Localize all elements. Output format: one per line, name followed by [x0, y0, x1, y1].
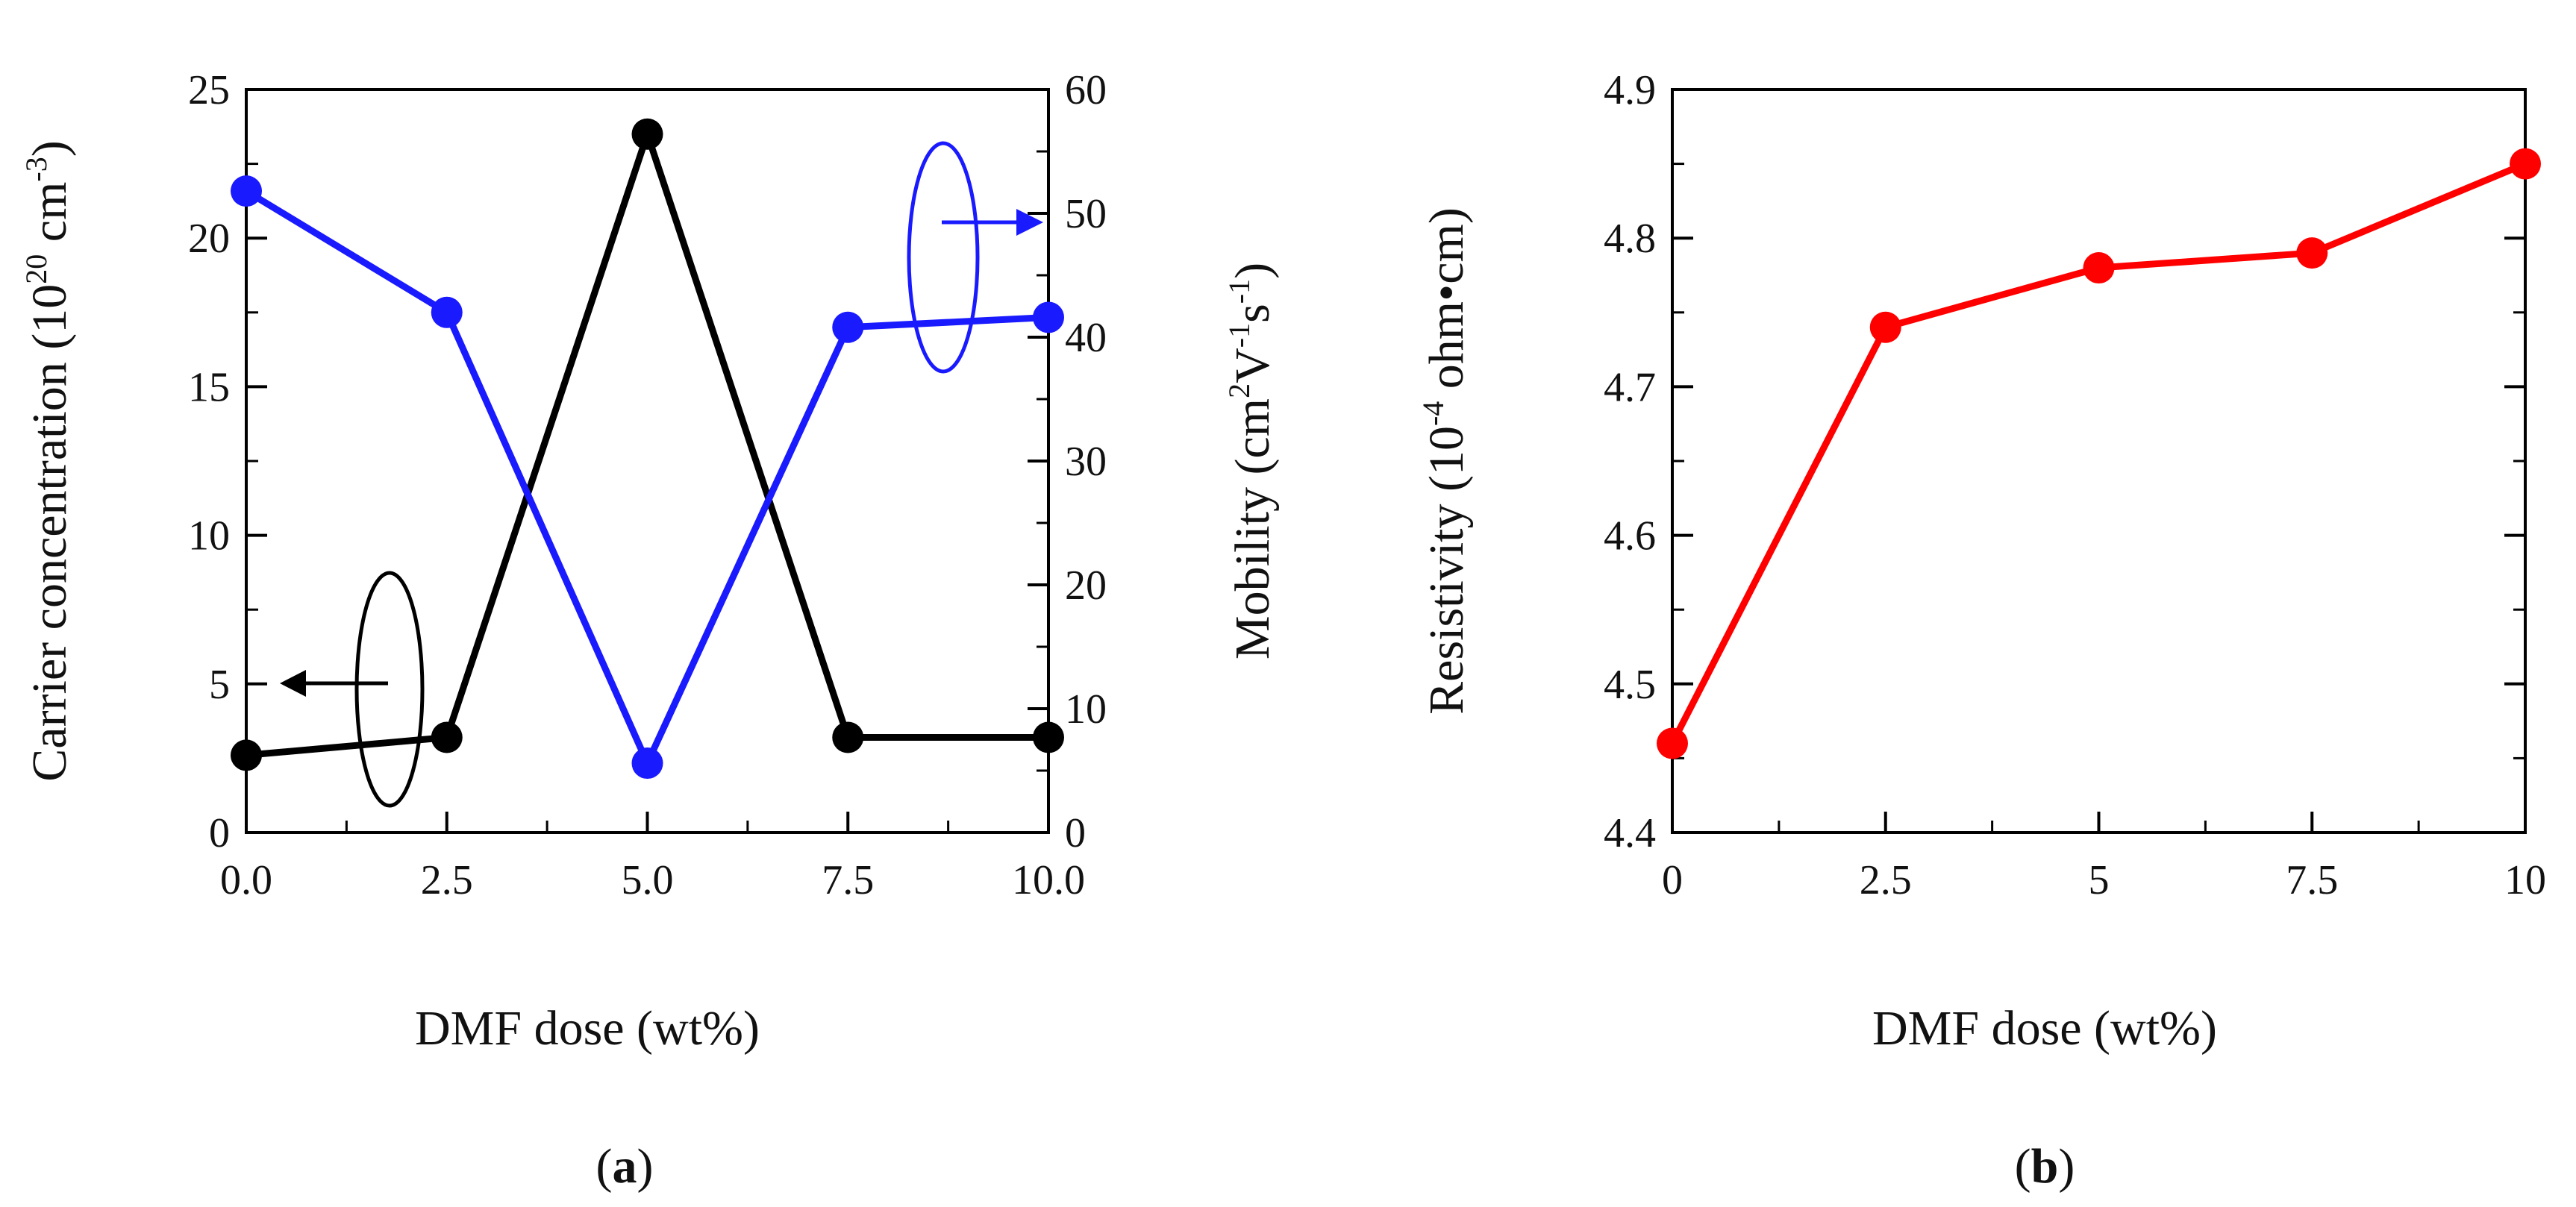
panel-a-caption-close: ) [637, 1139, 654, 1194]
panel-a-plot-frame [245, 88, 1050, 834]
panel-b-label-sup1: -4 [1416, 401, 1450, 426]
panel-b-point-resistivity [2296, 237, 2328, 269]
panel-a-right-ytick-label: 10 [1065, 686, 1107, 733]
panel-a-caption-letter: a [613, 1139, 637, 1194]
panel-a-point-mobility [431, 296, 463, 328]
panel-a-left-axis-label: Carrier concentration (1020 cm-3) [19, 140, 77, 781]
panel-b-ytick-label: 4.8 [1604, 216, 1656, 262]
panel-b-xtick-label: 0 [1662, 857, 1683, 903]
panel-a-right-ytick-label: 30 [1065, 439, 1107, 485]
panel-a-point-mobility [832, 311, 864, 343]
carrier-arrow-head [280, 670, 306, 697]
panel-a-right-label-sup1: 2 [1222, 383, 1256, 398]
panel-a-series-line-mobility [244, 188, 1049, 767]
panel-b-ticks: 0 2.5 5 7.5 10 4.4 4.5 4.6 4.7 4.8 4.9 [1604, 67, 2546, 903]
panel-b-label-base: Resistivity (10 [1419, 426, 1474, 715]
panel-a-right-ytick-label: 0 [1065, 810, 1086, 856]
panel-b-xtick-label: 5 [2089, 857, 2110, 903]
panel-a-left-ytick-label: 15 [188, 364, 230, 410]
panel-a-left-ytick-label: 10 [188, 513, 230, 559]
mobility-arrow-head [1016, 209, 1043, 236]
panel-b-xtick-label: 7.5 [2286, 857, 2338, 903]
panel-a-right-label-base: Mobility (cm [1225, 398, 1280, 659]
panel-a-point-carrier [1033, 721, 1064, 753]
panel-a-left-label-end: ) [22, 140, 77, 157]
panel-a-xtick-label: 0.0 [220, 857, 272, 903]
panel-b-point-resistivity [1657, 727, 1688, 759]
panel-a-x-axis-label: DMF dose (wt%) [415, 1001, 760, 1056]
panel-a-left-label-sup2: -3 [19, 157, 53, 181]
panel-a-left-ytick-label: 25 [188, 67, 230, 113]
panel-b-ytick-label: 4.4 [1604, 810, 1656, 856]
panel-a-left-ytick-label: 0 [209, 810, 230, 856]
panel-b-ytick-label: 4.9 [1604, 67, 1656, 113]
panel-a-xtick-label: 5.0 [622, 857, 674, 903]
carrier-ellipse-arrow [280, 571, 425, 808]
panel-b-point-resistivity [2083, 252, 2115, 284]
panel-a-point-carrier [431, 721, 463, 753]
panel-a-point-carrier [631, 118, 663, 150]
panel-a-right-label-mid2: s [1225, 304, 1280, 323]
panel-b-y-axis-label: Resistivity (10-4 ohm•cm) [1416, 207, 1474, 715]
panel-a-xtick-label: 7.5 [822, 857, 874, 903]
panel-a-left-label-mid: cm [22, 182, 77, 254]
panel-a-right-label-sup2: -1 [1222, 323, 1256, 348]
panel-b-xtick-label: 2.5 [1860, 857, 1912, 903]
panel-a-right-ytick-label: 50 [1065, 191, 1107, 237]
panel-a-point-carrier [231, 739, 262, 771]
panel-b-caption-letter: b [2031, 1139, 2059, 1194]
panel-a-caption: (a) [596, 1139, 654, 1194]
panel-a-left-ytick-label: 5 [209, 662, 230, 708]
panel-a-right-ytick-label: 60 [1065, 67, 1107, 113]
panel-b-label-end: ohm•cm) [1419, 207, 1474, 401]
panel-a-right-axis-label: Mobility (cm2V-1s-1) [1222, 263, 1280, 659]
mobility-ellipse [907, 141, 980, 374]
panel-a-xtick-label: 10.0 [1012, 857, 1085, 903]
panel-a-series-line-carrier [246, 131, 1048, 759]
panel-a-right-ytick-label: 20 [1065, 562, 1107, 609]
panel-a-point-mobility [631, 747, 663, 780]
panel-b-point-resistivity [1869, 311, 1901, 343]
panel-a-left-label-sup1: 20 [19, 254, 53, 284]
panel-a-caption-open: ( [596, 1139, 613, 1194]
panel-b-caption: (b) [2015, 1139, 2075, 1194]
panel-b-plot-frame [1671, 88, 2527, 834]
mobility-ellipse-arrow [907, 141, 1043, 374]
panel-b-caption-close: ) [2058, 1139, 2075, 1194]
panel-a-xtick-label: 2.5 [421, 857, 473, 903]
panel-b-series [1657, 148, 2541, 759]
carrier-ellipse [354, 571, 425, 808]
panel-a-left-ytick-label: 20 [188, 216, 230, 262]
panel-a-point-mobility [1033, 301, 1064, 333]
panel-a-right-label-end: ) [1225, 263, 1280, 279]
panel-b-series-line-resistivity [1669, 160, 2527, 745]
panel-a-right-label-mid: V [1225, 348, 1280, 383]
panel-b-ytick-label: 4.6 [1604, 513, 1656, 559]
panel-a-right-label-sup3: -1 [1222, 279, 1256, 304]
panel-b-xtick-label: 10 [2504, 857, 2546, 903]
panel-b-ytick-label: 4.5 [1604, 662, 1656, 708]
panel-a-right-ytick-label: 40 [1065, 315, 1107, 361]
panel-a-point-carrier [832, 721, 864, 753]
panel-b-caption-open: ( [2015, 1139, 2031, 1194]
panel-b-chart: 0 2.5 5 7.5 10 4.4 4.5 4.6 4.7 4.8 4.9 Resistivity… [1416, 67, 2546, 1194]
panel-b-point-resistivity [2510, 148, 2541, 180]
panel-b-ytick-label: 4.7 [1604, 364, 1656, 410]
panel-a-left-label-base: Carrier concentration (10 [22, 284, 77, 782]
panel-b-x-axis-label: DMF dose (wt%) [1872, 1001, 2217, 1056]
panel-a-point-mobility [231, 175, 262, 207]
panel-a-chart: 0.0 2.5 5.0 7.5 10.005101520250102030405060 … [19, 67, 1280, 1194]
